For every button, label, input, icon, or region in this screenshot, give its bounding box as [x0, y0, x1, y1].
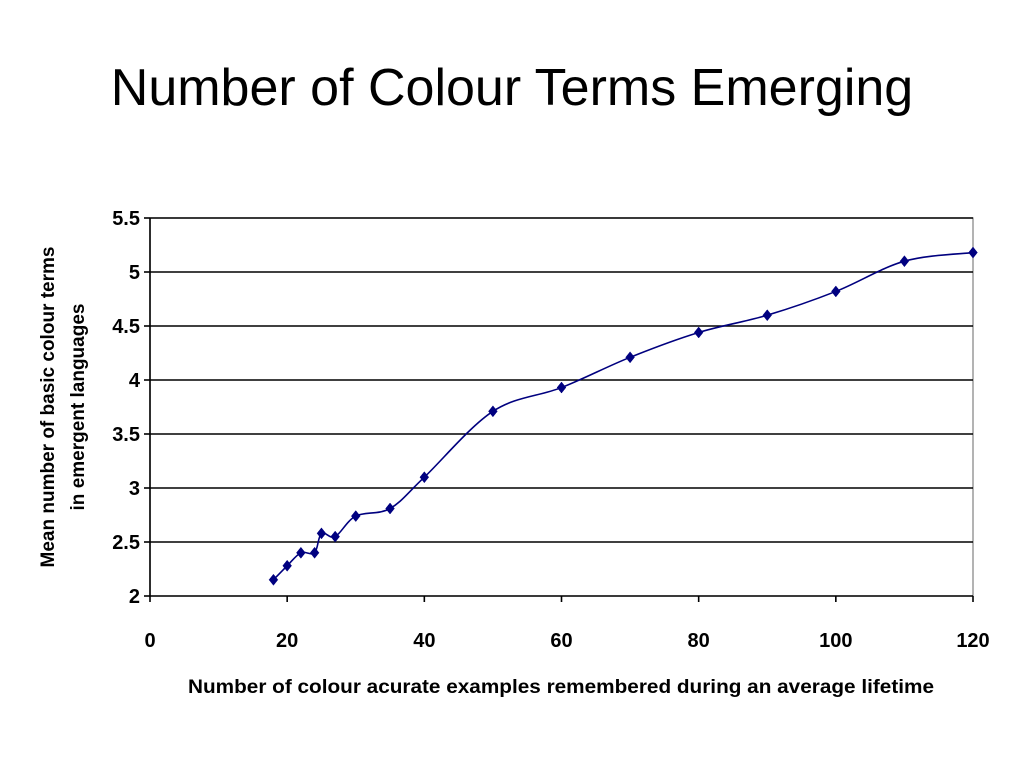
- y-tick-label: 4.5: [112, 316, 140, 338]
- data-point: [351, 510, 361, 522]
- x-tick-label: 0: [144, 630, 155, 652]
- data-markers: [268, 246, 978, 586]
- data-point: [309, 546, 320, 559]
- data-point: [330, 530, 340, 543]
- y-tick-label: 5.5: [112, 208, 140, 230]
- plot-border: [149, 217, 974, 597]
- y-tick-label: 3: [129, 478, 140, 500]
- axes: [149, 218, 973, 597]
- y-tick-label: 2: [129, 586, 140, 608]
- data-point: [316, 527, 327, 540]
- data-point: [968, 246, 978, 259]
- data-point: [556, 381, 567, 394]
- series-path: [272, 251, 974, 581]
- x-axis-ticks: 0 20 40 60 80 100 120: [144, 596, 990, 652]
- y-axis-title-line: in emergent languages: [68, 304, 89, 511]
- series-line: [272, 251, 974, 581]
- y-tick-label: 2.5: [112, 532, 140, 554]
- data-point: [693, 326, 704, 339]
- x-tick-label: 40: [413, 630, 435, 652]
- gridlines: [150, 217, 973, 543]
- data-point: [762, 309, 772, 322]
- data-point: [899, 255, 910, 268]
- data-point: [831, 285, 841, 298]
- data-point: [625, 351, 635, 364]
- x-tick-label: 80: [688, 630, 710, 652]
- x-tick-label: 60: [550, 630, 572, 652]
- x-tick-label: 120: [956, 630, 989, 652]
- y-tick-label: 5: [129, 262, 140, 284]
- data-point: [385, 502, 395, 515]
- x-tick-label: 20: [276, 630, 298, 652]
- slide-title: Number of Colour Terms Emerging: [110, 59, 914, 117]
- y-tick-label: 4: [129, 370, 141, 392]
- data-point: [282, 559, 292, 572]
- y-tick-label: 3.5: [112, 424, 140, 446]
- plot-area: [149, 217, 974, 597]
- data-point: [268, 573, 279, 586]
- x-axis-title: Number of colour acurate examples rememb…: [188, 677, 934, 698]
- y-axis-title: Mean number of basic colour terms in emer…: [38, 247, 89, 568]
- y-axis-ticks: 2 2.5 3 3.5 4 4.5 5 5.5: [112, 208, 150, 608]
- data-point: [296, 546, 306, 559]
- data-point: [488, 405, 498, 418]
- y-axis-title-line: Mean number of basic colour terms: [38, 247, 59, 568]
- data-point: [419, 471, 430, 484]
- x-tick-label: 100: [819, 630, 852, 652]
